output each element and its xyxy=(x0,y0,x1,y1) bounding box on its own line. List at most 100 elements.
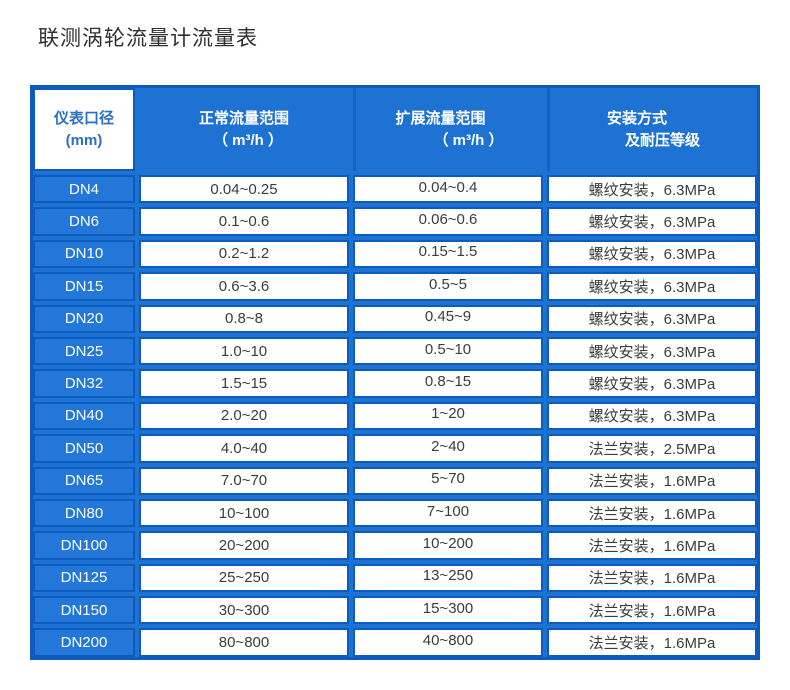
normal-range-cell: 30~300 xyxy=(139,596,349,625)
normal-range-cell: 20~200 xyxy=(139,531,349,560)
extended-range-cell: 10~200 xyxy=(353,531,543,560)
port-size-cell-value: DN200 xyxy=(60,634,108,652)
install-cell: 螺纹安装，6.3MPa xyxy=(547,304,757,333)
extended-range-cell: 0.15~1.5 xyxy=(353,239,543,269)
extended-range-cell: 40~800 xyxy=(353,628,543,657)
port-size-cell-value: DN10 xyxy=(64,245,104,263)
port-size-cell-value: DN80 xyxy=(64,504,104,522)
install-cell: 螺纹安装，6.3MPa xyxy=(547,401,757,431)
install-cell: 法兰安装，1.6MPa xyxy=(547,563,757,593)
extended-range-cell-value: 1~20 xyxy=(431,405,465,423)
extended-range-cell-value: 0.06~0.6 xyxy=(418,211,478,229)
header-port-size: 仪表口径 (mm) xyxy=(33,88,135,171)
normal-range-cell-value: 0.6~3.6 xyxy=(218,277,270,295)
port-size-cell-value: DN25 xyxy=(64,342,104,360)
header-extended-range-unit: （ m³/h ） xyxy=(433,131,504,149)
normal-range-cell: 4.0~40 xyxy=(139,434,349,463)
install-cell-value: 法兰安装，1.6MPa xyxy=(588,570,716,588)
extended-range-cell: 0.5~5 xyxy=(353,272,543,301)
install-cell: 螺纹安装，6.3MPa xyxy=(547,272,757,301)
extended-range-cell-value: 7~100 xyxy=(426,502,470,520)
extended-range-cell-value: 5~70 xyxy=(431,470,465,488)
normal-range-cell: 10~100 xyxy=(139,498,349,528)
extended-range-cell-value: 0.8~15 xyxy=(424,373,472,391)
header-normal-range-unit: （ m³/h ） xyxy=(212,131,283,149)
port-size-cell-value: DN65 xyxy=(64,472,104,490)
port-size-cell: DN15 xyxy=(33,272,135,301)
install-cell: 法兰安装，1.6MPa xyxy=(547,596,757,625)
install-cell: 螺纹安装，6.3MPa xyxy=(547,336,757,366)
extended-range-cell: 2~40 xyxy=(353,434,543,463)
install-cell: 法兰安装，1.6MPa xyxy=(547,628,757,657)
extended-range-cell: 13~250 xyxy=(353,563,543,593)
install-cell: 法兰安装，1.6MPa xyxy=(547,498,757,528)
extended-range-cell: 1~20 xyxy=(353,401,543,431)
normal-range-cell: 25~250 xyxy=(139,563,349,593)
port-size-cell: DN40 xyxy=(33,401,135,431)
install-cell-value: 螺纹安装，6.3MPa xyxy=(588,214,716,232)
normal-range-cell-value: 0.1~0.6 xyxy=(218,213,270,231)
extended-range-cell: 0.04~0.4 xyxy=(353,175,543,204)
extended-range-cell: 0.06~0.6 xyxy=(353,207,543,236)
normal-range-cell: 0.2~1.2 xyxy=(139,239,349,269)
install-cell: 法兰安装，2.5MPa xyxy=(547,434,757,463)
normal-range-cell: 7.0~70 xyxy=(139,466,349,495)
install-cell-value: 螺纹安装，6.3MPa xyxy=(588,246,716,264)
install-cell-value: 螺纹安装，6.3MPa xyxy=(588,278,716,296)
port-size-cell: DN32 xyxy=(33,369,135,398)
install-cell-value: 法兰安装，2.5MPa xyxy=(588,440,716,458)
extended-range-cell-value: 0.5~10 xyxy=(424,340,472,358)
header-extended-range: 扩展流量范围 （ m³/h ） xyxy=(353,88,543,171)
port-size-cell-value: DN20 xyxy=(64,310,104,328)
extended-range-cell: 0.8~15 xyxy=(353,369,543,398)
install-cell: 法兰安装，1.6MPa xyxy=(547,531,757,560)
extended-range-cell: 5~70 xyxy=(353,466,543,495)
flow-range-table: 仪表口径 (mm) 正常流量范围 （ m³/h ） 扩展流量范围 （ m³/h … xyxy=(30,85,760,660)
install-cell: 法兰安装，1.6MPa xyxy=(547,466,757,495)
install-cell: 螺纹安装，6.3MPa xyxy=(547,369,757,398)
normal-range-cell-value: 4.0~40 xyxy=(220,439,268,457)
extended-range-cell-value: 10~200 xyxy=(422,534,474,552)
extended-range-cell-value: 0.04~0.4 xyxy=(418,178,478,196)
install-cell-value: 法兰安装，1.6MPa xyxy=(588,602,716,620)
normal-range-cell-value: 20~200 xyxy=(218,536,270,554)
normal-range-cell: 0.04~0.25 xyxy=(139,175,349,204)
port-size-cell: DN20 xyxy=(33,304,135,333)
port-size-cell: DN25 xyxy=(33,336,135,366)
normal-range-cell-value: 25~250 xyxy=(218,569,270,587)
extended-range-cell: 7~100 xyxy=(353,498,543,528)
extended-range-cell: 0.5~10 xyxy=(353,336,543,366)
port-size-cell-value: DN125 xyxy=(60,569,108,587)
install-cell: 螺纹安装，6.3MPa xyxy=(547,175,757,204)
port-size-cell: DN125 xyxy=(33,563,135,593)
port-size-cell: DN150 xyxy=(33,596,135,625)
extended-range-cell-value: 0.45~9 xyxy=(424,308,472,326)
port-size-cell: DN80 xyxy=(33,498,135,528)
extended-range-cell-value: 0.15~1.5 xyxy=(418,243,478,261)
header-port-size-label: 仪表口径 xyxy=(53,109,114,127)
header-install-method: 安装方式 及耐压等级 xyxy=(547,88,757,171)
port-size-cell: DN200 xyxy=(33,628,135,657)
port-size-cell: DN65 xyxy=(33,466,135,495)
install-cell-value: 螺纹安装，6.3MPa xyxy=(588,376,716,394)
header-normal-range: 正常流量范围 （ m³/h ） xyxy=(139,88,349,171)
normal-range-cell-value: 7.0~70 xyxy=(220,472,268,490)
normal-range-cell: 0.8~8 xyxy=(139,304,349,333)
install-cell-value: 螺纹安装，6.3MPa xyxy=(588,408,716,426)
normal-range-cell-value: 0.2~1.2 xyxy=(218,245,270,263)
header-normal-range-label: 正常流量范围 xyxy=(198,109,289,127)
port-size-cell-value: DN4 xyxy=(68,180,99,198)
extended-range-cell-value: 0.5~5 xyxy=(429,275,467,293)
extended-range-cell-value: 2~40 xyxy=(431,437,465,455)
normal-range-cell: 1.0~10 xyxy=(139,336,349,366)
port-size-cell: DN100 xyxy=(33,531,135,560)
extended-range-cell: 0.45~9 xyxy=(353,304,543,333)
extended-range-cell-value: 40~800 xyxy=(422,632,474,650)
port-size-cell-value: DN50 xyxy=(64,439,104,457)
normal-range-cell: 80~800 xyxy=(139,628,349,657)
port-size-cell-value: DN150 xyxy=(60,601,108,619)
install-cell-value: 螺纹安装，6.3MPa xyxy=(588,181,716,199)
normal-range-cell: 0.1~0.6 xyxy=(139,207,349,236)
port-size-cell: DN50 xyxy=(33,434,135,463)
normal-range-cell-value: 1.0~10 xyxy=(220,342,268,360)
